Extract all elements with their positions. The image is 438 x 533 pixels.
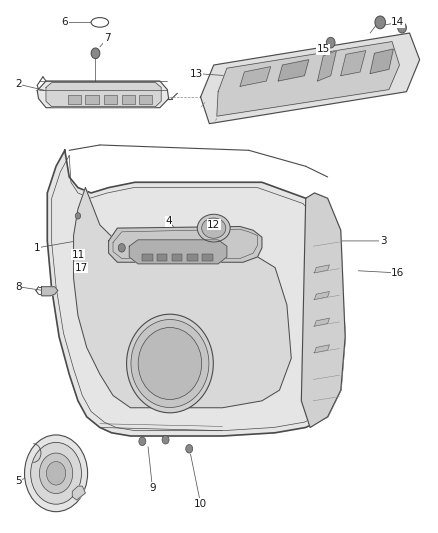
Text: 9: 9	[149, 483, 156, 492]
Text: 5: 5	[15, 476, 22, 486]
Text: 2: 2	[15, 79, 22, 89]
Circle shape	[118, 244, 125, 252]
Ellipse shape	[197, 214, 230, 242]
Text: 10: 10	[194, 499, 207, 508]
Bar	[187, 254, 198, 261]
Text: 8: 8	[15, 282, 22, 292]
Polygon shape	[74, 188, 291, 408]
Circle shape	[39, 453, 73, 494]
Circle shape	[91, 48, 100, 59]
Polygon shape	[314, 345, 329, 353]
Bar	[85, 95, 99, 104]
Circle shape	[398, 22, 406, 33]
Polygon shape	[301, 193, 345, 427]
Text: 6: 6	[61, 18, 68, 27]
Bar	[157, 254, 167, 261]
Polygon shape	[72, 486, 85, 500]
Text: 7: 7	[104, 34, 111, 43]
Circle shape	[25, 435, 88, 512]
Circle shape	[186, 445, 193, 453]
Text: 11: 11	[71, 250, 85, 260]
Bar	[202, 254, 213, 261]
Text: 4: 4	[165, 216, 172, 226]
Polygon shape	[217, 42, 399, 116]
Bar	[139, 95, 152, 104]
Text: 3: 3	[380, 236, 387, 246]
Polygon shape	[109, 227, 262, 262]
Text: 13: 13	[190, 69, 203, 78]
Ellipse shape	[127, 314, 213, 413]
Circle shape	[46, 462, 66, 485]
Ellipse shape	[91, 18, 109, 27]
Text: 16: 16	[391, 268, 404, 278]
Polygon shape	[37, 81, 169, 108]
Bar	[122, 95, 135, 104]
Polygon shape	[314, 292, 329, 300]
Polygon shape	[46, 83, 161, 107]
Polygon shape	[47, 150, 345, 436]
Circle shape	[139, 437, 146, 446]
Polygon shape	[129, 240, 227, 264]
Circle shape	[375, 16, 385, 29]
Ellipse shape	[201, 218, 226, 238]
Polygon shape	[240, 67, 271, 86]
Circle shape	[75, 213, 81, 219]
Bar	[68, 95, 81, 104]
Text: 14: 14	[391, 18, 404, 27]
Polygon shape	[318, 51, 336, 81]
Circle shape	[31, 442, 81, 504]
Bar	[104, 95, 117, 104]
Polygon shape	[341, 51, 366, 76]
Polygon shape	[370, 49, 393, 74]
Ellipse shape	[138, 327, 201, 400]
Bar	[142, 254, 153, 261]
Polygon shape	[314, 318, 329, 326]
Polygon shape	[314, 265, 329, 273]
Text: 1: 1	[34, 243, 41, 253]
Ellipse shape	[131, 320, 209, 407]
Circle shape	[326, 37, 335, 48]
Circle shape	[162, 435, 169, 444]
Bar	[172, 254, 182, 261]
Polygon shape	[278, 60, 309, 81]
Polygon shape	[42, 287, 58, 296]
Text: 17: 17	[74, 263, 88, 272]
Text: 12: 12	[207, 220, 220, 230]
Polygon shape	[201, 33, 420, 124]
Text: 15: 15	[317, 44, 330, 54]
